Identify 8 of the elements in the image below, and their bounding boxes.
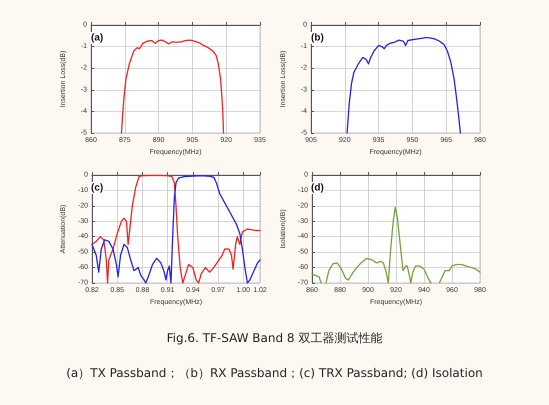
text: (d): [311, 182, 324, 194]
text: (a): [91, 32, 104, 44]
line-series: [346, 36, 462, 134]
line-series: [120, 39, 224, 134]
caption: Fig.6. TF-SAW Band 8 双工器测试性能: [166, 330, 384, 347]
text: (c): [91, 182, 104, 194]
text: (a）TX Passband；（b）RX Passband；(c) TRX Passband; (d) Isolation: [65, 365, 484, 382]
text: (b): [311, 32, 324, 44]
